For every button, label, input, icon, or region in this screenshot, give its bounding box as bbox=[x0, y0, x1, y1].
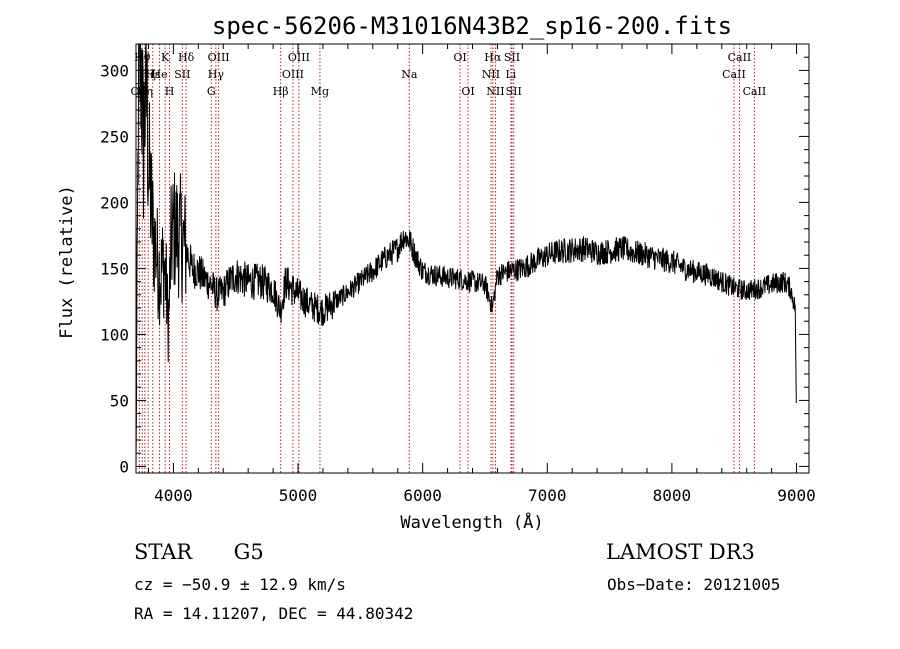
y-axis-ticks: 0 50 100 150 200 250 300 bbox=[100, 56, 809, 476]
spectral-line-label: G bbox=[207, 85, 216, 98]
spectral-line-label: Li bbox=[505, 68, 516, 81]
spectral-line-label: Hδ bbox=[178, 51, 195, 64]
y-tick-label: 150 bbox=[100, 259, 129, 278]
spectral-line-label: SII bbox=[504, 51, 520, 64]
spectral-line-label: NII bbox=[486, 85, 504, 98]
spectral-line-label: SII bbox=[174, 68, 190, 81]
plot-frame bbox=[135, 43, 810, 474]
x-tick-label: 7000 bbox=[528, 486, 567, 505]
spectral-line-label: H bbox=[165, 85, 175, 98]
spectral-line-label: Hα bbox=[484, 51, 502, 64]
spectral-line-label: OIII bbox=[208, 51, 230, 64]
object-class: STAR G5 bbox=[134, 540, 264, 564]
spectral-line-label: Na bbox=[401, 68, 418, 81]
spectral-line-markers: OIIHθHηHζHεHeKHSIIHδGHγOIIIHβOIIIOIIIMgN… bbox=[131, 44, 767, 473]
y-tick-label: 250 bbox=[100, 127, 129, 146]
x-tick-label: 4000 bbox=[154, 486, 193, 505]
spectral-line-label: CaII bbox=[728, 51, 752, 64]
spectral-line-label: Hβ bbox=[273, 85, 289, 98]
class-label: STAR bbox=[134, 540, 193, 564]
spectral-line-label: CaII bbox=[722, 68, 746, 81]
x-tick-label: 6000 bbox=[403, 486, 442, 505]
y-tick-label: 300 bbox=[100, 61, 129, 80]
spectral-line-label: He bbox=[152, 68, 168, 81]
spectral-line-label: OIII bbox=[282, 68, 304, 81]
chart-title: spec-56206-M31016N43B2_sp16-200.fits bbox=[212, 12, 732, 40]
x-axis-label: Wavelength (Å) bbox=[400, 511, 543, 533]
y-tick-label: 200 bbox=[100, 193, 129, 212]
x-tick-label: 9000 bbox=[777, 486, 816, 505]
x-axis-ticks: 4000 5000 6000 7000 8000 9000 bbox=[147, 44, 816, 505]
spectral-line-label: OIII bbox=[288, 51, 310, 64]
y-tick-label: 100 bbox=[100, 325, 129, 344]
spectral-line-label: OI bbox=[453, 51, 466, 64]
spectral-line-label: Hζ bbox=[140, 68, 156, 81]
spectral-line-label: SII bbox=[506, 85, 522, 98]
spectral-line-label: CaII bbox=[743, 85, 767, 98]
spectral-line-label: Hγ bbox=[208, 68, 225, 81]
spectral-line-label: NII bbox=[482, 68, 500, 81]
y-tick-label: 0 bbox=[119, 457, 129, 476]
spectral-line-label: Hη bbox=[137, 85, 153, 98]
obs-date-text: Obs−Date: 20121005 bbox=[607, 575, 781, 594]
survey-label: LAMOST DR3 bbox=[606, 540, 755, 564]
y-tick-label: 50 bbox=[110, 391, 129, 410]
x-tick-label: 8000 bbox=[653, 486, 692, 505]
spectral-line-label: Hε bbox=[145, 68, 161, 81]
redshift-text: cz = −50.9 ± 12.9 km/s bbox=[134, 575, 346, 594]
spectral-line-label: OI bbox=[461, 85, 474, 98]
coordinates-text: RA = 14.11207, DEC = 44.80342 bbox=[134, 604, 414, 623]
flux-series-line bbox=[135, 43, 797, 467]
spectral-line-label: K bbox=[161, 51, 170, 64]
y-axis-label: Flux (relative) bbox=[57, 185, 77, 339]
x-tick-label: 5000 bbox=[279, 486, 318, 505]
spectral-line-label: Mg bbox=[311, 85, 329, 98]
subclass-label: G5 bbox=[233, 540, 264, 564]
